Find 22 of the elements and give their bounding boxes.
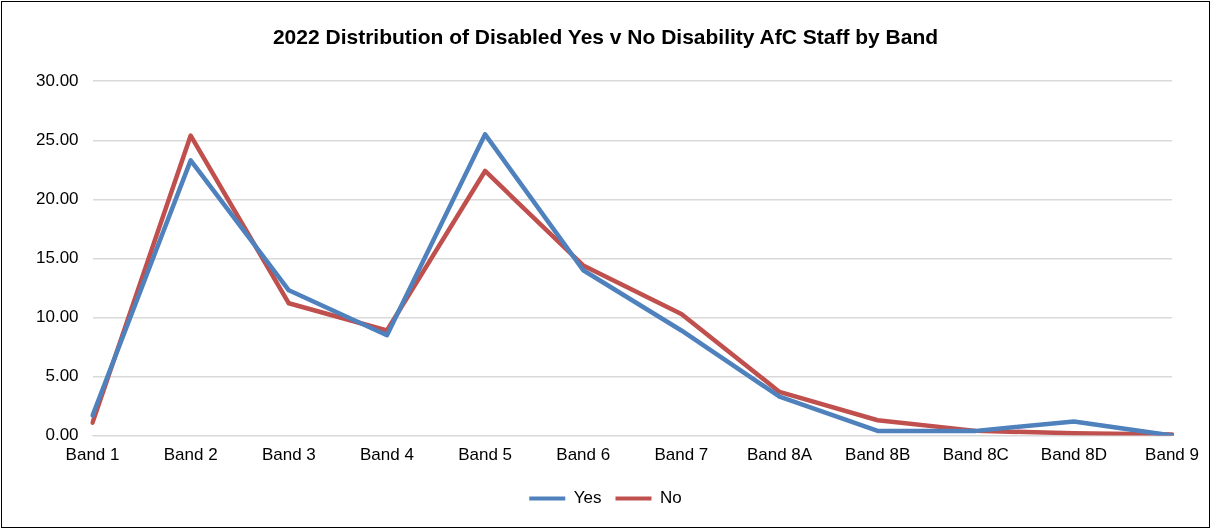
y-tick-label: 20.00	[35, 189, 79, 209]
x-tick-label: Band 8C	[942, 445, 1009, 465]
x-tick-label: Band 3	[261, 445, 316, 465]
x-tick-label: Band 2	[163, 445, 218, 465]
x-tick-label: Band 8A	[746, 445, 813, 465]
x-tick-label: Band 1	[65, 445, 120, 465]
x-tick-label: Band 6	[556, 445, 611, 465]
y-tick-label: 10.00	[35, 307, 79, 327]
y-tick-label: 25.00	[35, 129, 79, 149]
legend-label: Yes	[573, 488, 602, 508]
legend-label: No	[660, 488, 682, 508]
y-tick-label: 30.00	[35, 70, 79, 90]
y-tick-label: 5.00	[45, 366, 79, 386]
x-tick-label: Band 8B	[845, 445, 911, 465]
x-tick-label: Band 4	[360, 445, 414, 465]
x-tick-label: Band 7	[654, 445, 709, 465]
x-tick-label: Band 5	[458, 445, 513, 465]
chart-title: 2022 Distribution of Disabled Yes v No Disability AfC Staff by Band	[272, 25, 939, 49]
x-tick-label: Band 9	[1145, 445, 1200, 465]
y-tick-label: 0.00	[45, 425, 79, 445]
y-tick-label: 15.00	[35, 248, 79, 268]
x-tick-label: Band 8D	[1040, 445, 1108, 465]
